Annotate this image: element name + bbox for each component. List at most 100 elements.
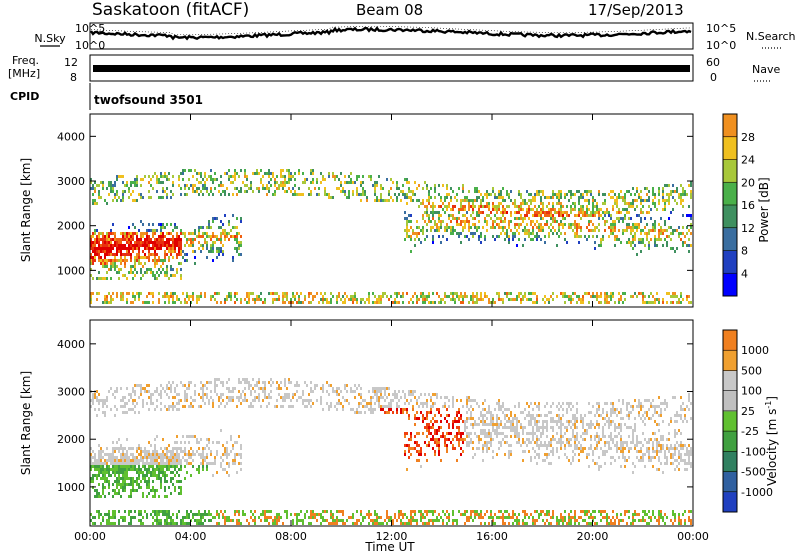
echo-cell: [124, 465, 126, 468]
echo-cell: [118, 489, 120, 492]
echo-cell: [120, 232, 122, 235]
echo-cell: [520, 292, 522, 295]
echo-cell: [390, 405, 392, 408]
echo-cell: [644, 301, 646, 304]
echo-cell: [536, 453, 538, 456]
echo-cell: [408, 181, 410, 184]
echo-cell: [668, 202, 670, 205]
echo-cell: [400, 199, 402, 202]
echo-cell: [592, 199, 594, 202]
echo-cell: [536, 405, 538, 408]
echo-cell: [138, 519, 140, 522]
echo-cell: [298, 298, 300, 301]
echo-cell: [688, 184, 690, 187]
echo-cell: [180, 468, 182, 471]
echo-cell: [442, 405, 444, 408]
echo-cell: [386, 295, 388, 298]
echo-cell: [686, 214, 688, 217]
echo-cell: [116, 465, 118, 468]
echo-cell: [146, 295, 148, 298]
echo-cell: [588, 235, 590, 238]
echo-cell: [106, 453, 108, 456]
echo-cell: [178, 241, 180, 244]
echo-cell: [112, 292, 114, 295]
echo-cell: [504, 211, 506, 214]
echo-cell: [124, 468, 126, 471]
echo-cell: [140, 486, 142, 489]
echo-cell: [170, 250, 172, 253]
echo-cell: [218, 226, 220, 229]
echo-cell: [152, 465, 154, 468]
echo-cell: [426, 211, 428, 214]
echo-cell: [188, 453, 190, 456]
echo-cell: [128, 250, 130, 253]
echo-cell: [90, 253, 92, 256]
echo-cell: [200, 462, 202, 465]
echo-cell: [348, 298, 350, 301]
echo-cell: [194, 513, 196, 516]
echo-cell: [486, 435, 488, 438]
echo-cell: [138, 477, 140, 480]
echo-cell: [202, 247, 204, 250]
echo-cell: [440, 205, 442, 208]
echo-cell: [374, 187, 376, 190]
echo-cell: [338, 519, 340, 522]
echo-cell: [268, 175, 270, 178]
echo-cell: [634, 193, 636, 196]
echo-cell: [366, 405, 368, 408]
echo-cell: [116, 265, 118, 268]
echo-cell: [616, 235, 618, 238]
echo-cell: [392, 522, 394, 525]
echo-cell: [114, 450, 116, 453]
echo-cell: [348, 181, 350, 184]
echo-cell: [672, 247, 674, 250]
echo-cell: [670, 301, 672, 304]
echo-cell: [520, 193, 522, 196]
echo-cell: [388, 193, 390, 196]
echo-cell: [122, 274, 124, 277]
echo-cell: [186, 513, 188, 516]
echo-cell: [208, 513, 210, 516]
echo-cell: [680, 196, 682, 199]
echo-cell: [462, 432, 464, 435]
echo-cell: [142, 399, 144, 402]
echo-cell: [154, 277, 156, 280]
echo-cell: [644, 295, 646, 298]
echo-cell: [386, 178, 388, 181]
echo-cell: [532, 516, 534, 519]
echo-cell: [386, 516, 388, 519]
freq-frame: [89, 54, 694, 82]
echo-cell: [544, 241, 546, 244]
echo-cell: [542, 205, 544, 208]
echo-cell: [110, 298, 112, 301]
echo-cell: [324, 190, 326, 193]
echo-cell: [142, 456, 144, 459]
echo-cell: [626, 223, 628, 226]
echo-cell: [536, 211, 538, 214]
echo-cell: [150, 462, 152, 465]
echo-cell: [596, 208, 598, 211]
echo-cell: [272, 381, 274, 384]
echo-cell: [208, 193, 210, 196]
echo-cell: [468, 432, 470, 435]
echo-cell: [230, 229, 232, 232]
echo-cell: [202, 235, 204, 238]
echo-cell: [212, 295, 214, 298]
echo-cell: [90, 262, 92, 265]
echo-cell: [240, 444, 242, 447]
echo-cell: [356, 301, 358, 304]
echo-cell: [98, 256, 100, 259]
echo-cell: [108, 292, 110, 295]
cpid-value: twofsound 3501: [94, 93, 203, 107]
echo-cell: [106, 301, 108, 304]
echo-cell: [446, 396, 448, 399]
echo-cell: [462, 295, 464, 298]
echo-cell: [94, 202, 96, 205]
echo-cell: [156, 253, 158, 256]
echo-cell: [116, 459, 118, 462]
echo-cell: [164, 513, 166, 516]
echo-cell: [200, 519, 202, 522]
echo-cell: [600, 238, 602, 241]
echo-cell: [200, 235, 202, 238]
echo-cell: [214, 217, 216, 220]
